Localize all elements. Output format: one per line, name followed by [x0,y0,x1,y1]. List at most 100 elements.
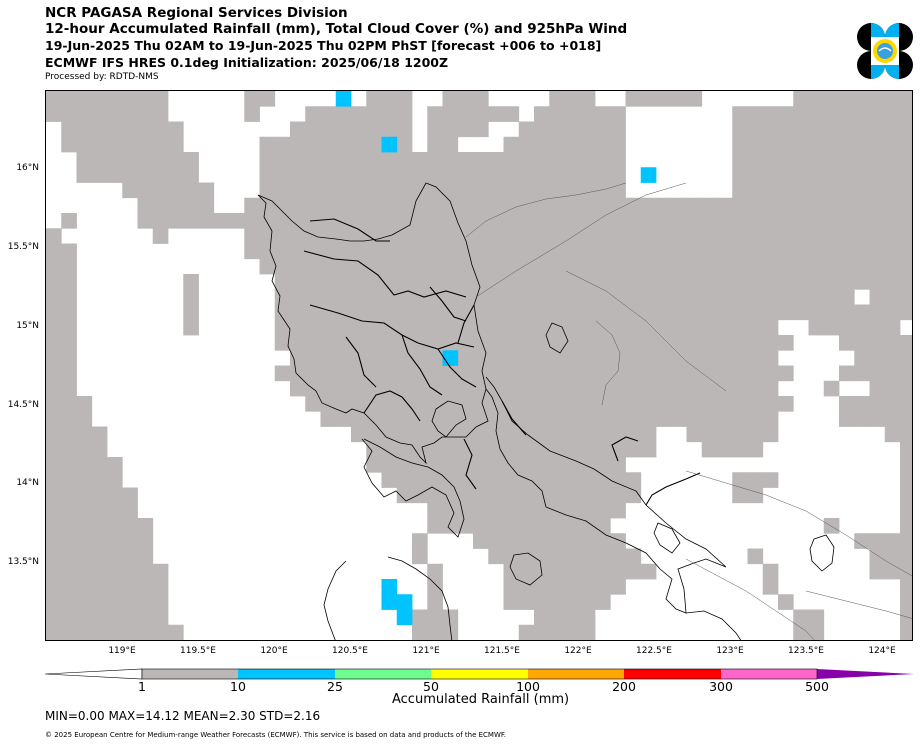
cloud-cell [518,533,535,549]
cloud-cell [381,396,398,412]
cloud-cell [396,167,413,183]
cloud-cell [564,152,581,168]
cloud-cell [427,365,443,382]
cloud-cell [808,258,825,275]
colorbar-segment-100 [528,669,624,679]
cloud-cell [747,548,764,565]
cloud-cell [137,624,154,640]
cloud-cell [473,350,489,366]
cloud-cell [717,441,733,458]
cloud-cell [610,228,626,244]
cloud-cell [107,624,123,640]
cloud-cell [335,350,352,366]
cloud-cell [686,411,703,427]
cloud-cell [442,121,459,138]
cloud-cell [640,411,657,427]
cloud-cell [91,106,108,122]
cloud-cell [457,365,474,382]
cloud-cell [366,136,382,153]
cloud-cell [412,152,428,168]
cloud-cell [854,152,870,168]
cloud-cell [549,91,565,107]
cloud-cell [839,197,855,214]
cloud-cell [762,258,779,275]
cloud-cell [579,441,596,458]
cloud-cell [91,579,108,595]
cloud-cell [91,136,108,153]
cloud-cell [152,121,169,138]
cloud-cell [351,243,367,260]
cloud-cell [762,350,779,366]
cloud-cell [503,289,520,305]
cloud-cell [579,457,596,473]
cloud-cell [91,152,108,168]
cloud-cell [671,319,687,336]
cloud-cell [747,228,764,244]
cloud-cell [396,380,413,397]
cloud-cell [366,396,382,412]
cloud-cell [549,350,565,366]
cloud-cell [351,274,367,290]
cloud-cell [396,197,413,214]
cloud-cell [518,472,535,488]
cloud-cell [290,365,306,382]
cloud-cell [442,365,459,382]
cloud-cell [564,136,581,153]
cloud-cell [534,426,550,443]
cloud-cell [503,579,520,595]
cloud-cell [625,304,642,321]
cloud-cell [549,243,565,260]
cloud-cell [869,365,886,382]
cloud-cell [320,152,337,168]
cloud-cell [839,243,855,260]
title-line-3: 19-Jun-2025 Thu 02AM to 19-Jun-2025 Thu … [45,38,602,53]
cloud-cell [76,502,93,519]
cloud-cell [579,258,596,275]
cloud-cell [351,396,367,412]
cloud-cell [854,91,870,107]
cloud-cell [717,426,733,443]
cloud-cell [427,136,443,153]
cloud-cell [732,411,748,427]
cloud-cell [518,396,535,412]
title-line-2: 12-hour Accumulated Rainfall (mm), Total… [45,21,628,37]
cloud-cell [854,243,870,260]
cloud-cell [762,579,779,595]
cloud-cell [412,335,428,351]
cloud-cell [793,121,809,138]
cloud-cell [381,167,398,183]
cloud-cell [839,304,855,321]
cloud-cell [564,441,581,458]
colorbar-label-500: 500 [805,679,829,694]
cloud-cell [640,319,657,336]
cloud-cell [427,457,443,473]
cloud-cell [427,228,443,244]
cloud-cell [732,243,748,260]
cloud-cell [656,380,672,397]
cloud-cell [396,411,413,427]
cloud-cell [534,197,550,214]
cloud-cell [46,365,62,382]
cloud-cell [427,319,443,336]
cloud-cell [351,258,367,275]
cloud-cell [61,213,77,229]
cloud-cell [579,624,596,640]
lat-tick-label-14-5: 14.5°N [7,400,39,410]
cloud-cell [457,121,474,138]
cloud-cell [747,350,764,366]
cloud-cell [77,640,93,641]
cloud-cell [320,319,337,336]
cloud-cell [900,91,912,107]
cloud-cell [61,243,77,260]
cloud-cell [259,243,276,260]
cloud-cell [412,533,428,549]
cloud-cell [274,243,291,260]
cloud-cell [320,396,337,412]
cloud-cell [457,213,474,229]
cloud-cell [305,106,321,122]
cloud-cell [137,609,154,626]
cloud-cell [640,91,657,107]
cloud-cell [717,304,733,321]
cloud-cell [518,502,535,519]
cloud-cell [396,426,413,443]
